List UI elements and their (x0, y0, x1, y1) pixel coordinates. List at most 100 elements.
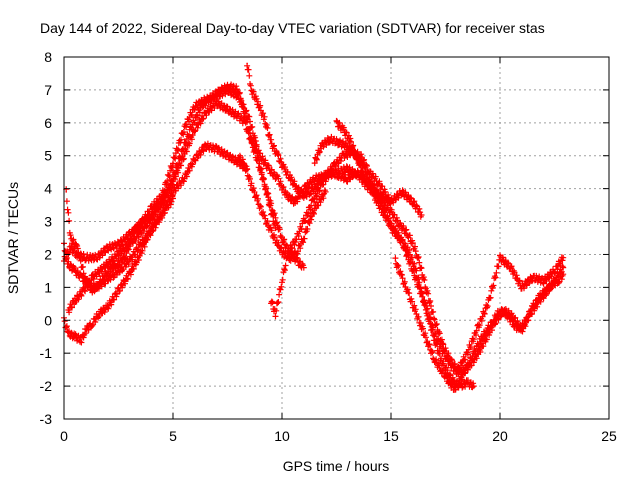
data-point (553, 270, 556, 272)
data-point (466, 382, 469, 384)
data-point (518, 329, 521, 331)
data-point (385, 194, 388, 196)
data-point (390, 201, 392, 203)
data-point (335, 122, 338, 124)
data-point (433, 339, 436, 341)
data-point (542, 280, 545, 282)
data-point (67, 309, 70, 312)
chart-title: Day 144 of 2022, Sidereal Day-to-day VTE… (40, 20, 545, 36)
data-point (106, 306, 109, 308)
data-point (309, 217, 312, 220)
x-tick-label: 5 (169, 428, 177, 444)
data-point (165, 207, 168, 210)
data-point (276, 224, 279, 226)
data-point (274, 227, 277, 229)
data-point (276, 243, 279, 246)
data-point (257, 201, 259, 203)
data-point (499, 309, 501, 312)
data-point (346, 178, 349, 180)
data-point (562, 266, 564, 269)
y-tick-label: 7 (44, 82, 52, 98)
y-tick-labels: -3 -2 -1 0 1 2 3 4 5 6 7 8 (40, 49, 53, 427)
series-markers (268, 166, 567, 378)
data-point (270, 141, 272, 144)
data-point (521, 286, 523, 289)
data-point (117, 243, 120, 246)
data-point (289, 178, 292, 180)
data-point (263, 118, 266, 121)
data-point (414, 266, 416, 269)
data-point (374, 197, 377, 200)
data-point (355, 171, 357, 173)
y-tick-label: 2 (44, 246, 52, 262)
data-point (316, 184, 318, 187)
data-point (348, 138, 351, 141)
data-point (440, 359, 442, 361)
data-point (499, 256, 501, 259)
data-point (346, 168, 349, 170)
y-tick-label: -2 (40, 378, 53, 394)
y-tick-label: 4 (44, 181, 52, 197)
x-tick-label: 10 (274, 428, 290, 444)
data-point (244, 115, 246, 117)
data-point (442, 345, 445, 348)
data-point (167, 187, 170, 190)
ticks-layer (63, 56, 610, 420)
data-point (130, 256, 133, 259)
data-point (433, 332, 436, 335)
data-point (342, 154, 344, 157)
x-tick-label: 25 (601, 428, 617, 444)
data-point (473, 352, 475, 355)
data-point (337, 141, 340, 144)
data-point (270, 299, 272, 302)
data-point (333, 164, 336, 167)
data-point (215, 102, 218, 104)
data-point (122, 266, 124, 269)
series-track-11 (235, 152, 329, 264)
data-point (128, 233, 131, 236)
x-tick-label: 20 (492, 428, 508, 444)
data-point (346, 145, 349, 147)
data-point (95, 286, 98, 289)
data-point (316, 204, 318, 206)
data-point (296, 260, 299, 262)
data-point (545, 289, 547, 292)
data-point (531, 306, 534, 308)
data-point (412, 201, 414, 203)
data-point (113, 256, 115, 259)
x-tick-label: 0 (60, 428, 68, 444)
data-point (281, 237, 283, 239)
data-point (139, 253, 142, 256)
data-point (69, 247, 72, 249)
data-point (183, 154, 185, 157)
data-point (420, 326, 423, 328)
data-point (257, 102, 259, 104)
series-markers (333, 117, 477, 391)
data-point (246, 62, 248, 65)
data-point (172, 197, 174, 200)
data-point (337, 174, 340, 177)
data-point (414, 309, 416, 312)
y-tick-label: 6 (44, 115, 52, 131)
data-point (313, 161, 316, 164)
data-point (425, 286, 427, 289)
data-point (460, 372, 462, 374)
data-point (440, 368, 442, 371)
data-point (172, 191, 174, 193)
y-tick-label: -3 (40, 411, 53, 427)
data-point (194, 158, 196, 160)
data-point (276, 178, 279, 180)
data-point (268, 168, 270, 170)
data-point (80, 276, 83, 279)
data-point (237, 89, 240, 91)
data-point (82, 289, 85, 292)
data-point (562, 256, 564, 259)
data-point (296, 250, 299, 252)
data-point (146, 224, 148, 226)
data-point (381, 210, 384, 213)
data-point (259, 168, 262, 170)
data-point (512, 316, 514, 318)
y-tick-label: 1 (44, 279, 52, 295)
data-point (85, 329, 87, 331)
data-point (303, 220, 305, 223)
